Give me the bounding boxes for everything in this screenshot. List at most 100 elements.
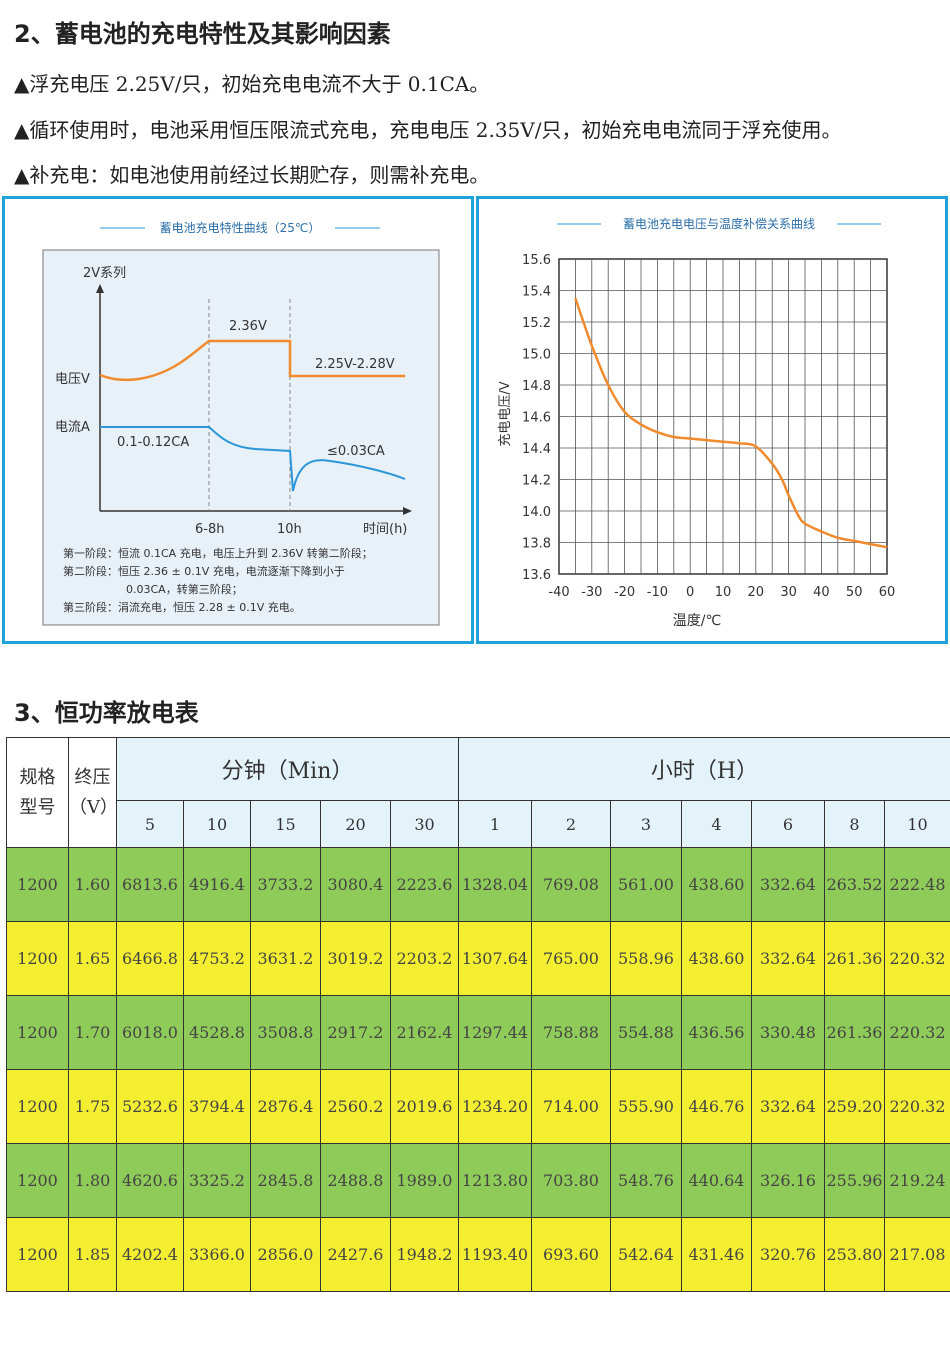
table-cell: 431.46	[681, 1217, 752, 1292]
table-cell: 1307.64	[458, 921, 532, 996]
table-cell: 440.64	[681, 1143, 752, 1218]
y-tick-label: 14.8	[522, 379, 551, 394]
table-cell: 4753.2	[183, 921, 251, 996]
float-voltage-label: 2.25V-2.28V	[315, 357, 395, 372]
table-cell: 3366.0	[183, 1217, 251, 1292]
x-tick-label: -40	[548, 585, 569, 600]
table-cell: 6466.8	[116, 921, 184, 996]
table-cell: 436.56	[681, 995, 752, 1070]
table-cell: 1.60	[68, 847, 117, 922]
y-tick-label: 14.0	[522, 505, 551, 520]
table-cell: 561.00	[610, 847, 682, 922]
section-3-title: 3、恒功率放电表	[14, 699, 199, 727]
y-tick-label: 13.6	[522, 568, 551, 583]
table-cell: 1989.0	[390, 1143, 459, 1218]
table-cell: 2560.2	[320, 1069, 391, 1144]
compensation-curve	[574, 297, 888, 549]
table-row: 1200 1.65 6466.8 4753.2 3631.2 3019.2 2203.2 13…	[6, 921, 950, 996]
table-cell: 1200	[6, 1217, 69, 1292]
stage-2-note-cont: 0.03CA，转第三阶段；	[126, 582, 243, 596]
table-cell: 1213.80	[458, 1143, 532, 1218]
table-cell: 555.90	[610, 1069, 682, 1144]
table-cell: 3631.2	[250, 921, 321, 996]
table-row: 1200 1.60 6813.6 4916.4 3733.2 3080.4 2223.6 13…	[6, 847, 950, 922]
chart1-title: 蓄电池充电特性曲线（25℃）	[160, 220, 321, 235]
table-cell: 4528.8	[183, 995, 251, 1070]
stage-2-note: 第二阶段：恒压 2.36 ± 0.1V 充电，电流逐渐下降到小于	[63, 564, 345, 578]
col-header-6: 2	[531, 800, 611, 848]
spec-header-line2: 型号	[19, 796, 56, 818]
final-current-label: ≤0.03CA	[327, 444, 385, 459]
table-cell: 714.00	[531, 1069, 611, 1144]
col-header-9: 6	[751, 800, 825, 848]
table-cell: 554.88	[610, 995, 682, 1070]
x-tick-label: 10	[715, 585, 732, 600]
chart2-x-label: 温度/℃	[673, 613, 721, 629]
stage-3-note: 第三阶段：涓流充电，恒压 2.28 ± 0.1V 充电。	[63, 600, 301, 614]
table-cell: 765.00	[531, 921, 611, 996]
table-cell: 219.24	[883, 1143, 950, 1218]
x-tick-6-8h: 6-8h	[195, 522, 224, 537]
table-row: 1200 1.80 4620.6 3325.2 2845.8 2488.8 1989.0 12…	[6, 1143, 950, 1218]
table-cell: 2488.8	[320, 1143, 391, 1218]
y-tick-label: 15.6	[522, 253, 551, 268]
table-cell: 1200	[6, 847, 69, 922]
table-cell: 261.36	[824, 921, 885, 996]
table-cell: 542.64	[610, 1217, 682, 1292]
table-cell: 1328.04	[458, 847, 532, 922]
table-cell: 332.64	[751, 921, 825, 996]
hours-group-header: 小时（H）	[457, 737, 950, 801]
table-cell: 1200	[6, 1143, 69, 1218]
x-tick-label: 30	[780, 585, 797, 600]
y-tick-label: 13.8	[522, 537, 551, 552]
spec-header-line1: 规格	[19, 766, 56, 788]
table-cell: 558.96	[610, 921, 682, 996]
chart1-plot-area	[42, 249, 440, 626]
table-cell: 1193.40	[458, 1217, 532, 1292]
col-header-0: 5	[116, 800, 184, 848]
y-axis-arrow	[96, 284, 104, 293]
chart2-title: 蓄电池充电电压与温度补偿关系曲线	[623, 216, 815, 231]
high-voltage-label: 2.36V	[229, 319, 267, 334]
col-header-11: 10	[883, 800, 950, 848]
table-cell: 1.80	[68, 1143, 117, 1218]
temperature-compensation-panel: 蓄电池充电电压与温度补偿关系曲线 15.6 15.4 15.2 15.0 14.8 14.…	[476, 196, 948, 644]
y-tick-label: 14.2	[522, 474, 551, 489]
col-header-1: 10	[183, 800, 251, 848]
supplementary-charge-note: ▲补充电：如电池使用前经过长期贮存，则需补充电。	[14, 163, 490, 187]
section-2-title: 2、蓄电池的充电特性及其影响因素	[14, 20, 391, 48]
x-tick-label: 0	[686, 585, 694, 600]
table-cell: 693.60	[531, 1217, 611, 1292]
col-header-7: 3	[610, 800, 682, 848]
table-row: 1200 1.70 6018.0 4528.8 3508.8 2917.2 2162.4 12…	[6, 995, 950, 1070]
table-cell: 1.85	[68, 1217, 117, 1292]
table-cell: 758.88	[531, 995, 611, 1070]
x-tick-10h: 10h	[277, 522, 302, 537]
table-cell: 703.80	[531, 1143, 611, 1218]
temperature-compensation-chart: 蓄电池充电电压与温度补偿关系曲线 15.6 15.4 15.2 15.0 14.8 14.…	[497, 216, 896, 629]
table-cell: 1.75	[68, 1069, 117, 1144]
table-cell: 3794.4	[183, 1069, 251, 1144]
float-charge-note: ▲浮充电压 2.25V/只，初始充电电流不大于 0.1CA。	[14, 72, 490, 96]
table-cell: 1.65	[68, 921, 117, 996]
table-cell: 253.80	[824, 1217, 885, 1292]
table-cell: 769.08	[531, 847, 611, 922]
table-cell: 438.60	[681, 921, 752, 996]
table-cell: 4916.4	[183, 847, 251, 922]
table-cell: 1200	[6, 995, 69, 1070]
x-tick-label: 60	[879, 585, 896, 600]
col-header-5: 1	[458, 800, 532, 848]
table-cell: 2019.6	[390, 1069, 459, 1144]
table-cell: 255.96	[824, 1143, 885, 1218]
x-axis-arrow	[403, 507, 412, 515]
minutes-group-header: 分钟（Min）	[116, 737, 459, 801]
end-voltage-header: 终压 （V）	[68, 737, 117, 848]
table-cell: 2223.6	[390, 847, 459, 922]
table-cell: 261.36	[824, 995, 885, 1070]
col-header-3: 20	[320, 800, 391, 848]
y-tick-label: 14.4	[522, 442, 551, 457]
col-header-10: 8	[824, 800, 885, 848]
table-cell: 220.32	[883, 995, 950, 1070]
x-axis-label: 时间(h)	[363, 522, 407, 537]
table-cell: 3325.2	[183, 1143, 251, 1218]
